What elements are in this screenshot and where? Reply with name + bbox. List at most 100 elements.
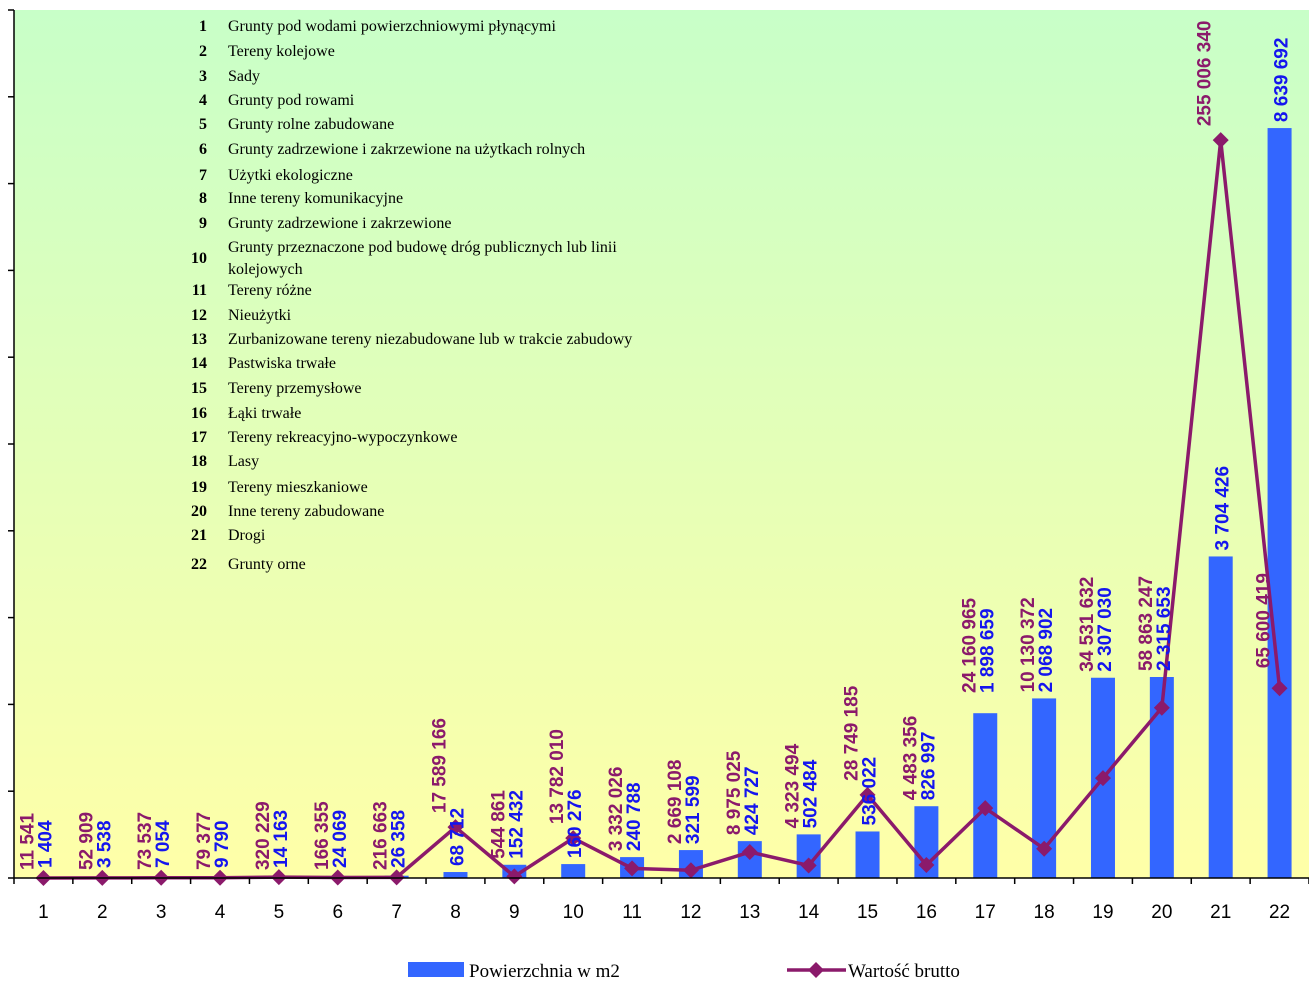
key-text: Sady [228, 68, 260, 85]
x-tick-label: 9 [509, 902, 520, 923]
key-number: 15 [191, 380, 207, 397]
bar-data-label: 7 054 [153, 820, 174, 868]
bar-series [31, 128, 1292, 879]
x-tick-label: 4 [215, 902, 226, 923]
line-data-label: 544 861 [488, 790, 509, 859]
key-number: 12 [191, 307, 207, 324]
key-number: 9 [199, 215, 207, 232]
key-text: Tereny rekreacyjno-wypoczynkowe [228, 429, 457, 446]
x-tick-label: 10 [563, 902, 584, 923]
bar-data-label: 2 068 902 [1036, 608, 1057, 693]
x-tick-label: 19 [1092, 902, 1113, 923]
line-data-label: 79 377 [194, 812, 215, 870]
key-text: Grunty rolne zabudowane [228, 116, 394, 133]
line-marker [1271, 680, 1288, 697]
bar-data-label: 24 069 [330, 810, 351, 868]
line-marker [624, 860, 641, 877]
x-tick-label: 14 [798, 902, 820, 923]
bar-data-label: 2 315 653 [1154, 586, 1175, 671]
line-marker [741, 844, 758, 861]
line-marker [506, 868, 523, 885]
bar-data-label: 502 484 [801, 759, 822, 828]
key-number: 18 [191, 453, 207, 470]
bar-data-label: 3 704 426 [1213, 466, 1234, 551]
line-data-label: 65 600 419 [1254, 573, 1275, 668]
key-number: 16 [191, 405, 207, 422]
line-marker [859, 786, 876, 803]
x-tick-label: 2 [97, 902, 108, 923]
key-text: Inne tereny komunikacyjne [228, 190, 403, 207]
bar [973, 713, 998, 878]
bar-data-label: 68 712 [447, 808, 468, 866]
line-data-label: 13 782 010 [547, 729, 568, 824]
line-marker [918, 857, 935, 874]
x-tick-label: 1 [38, 902, 49, 923]
bar [855, 831, 880, 878]
x-tick-label: 20 [1151, 902, 1172, 923]
key-number: 3 [199, 68, 207, 85]
key-text: Zurbanizowane tereny niezabudowane lub w… [228, 331, 632, 348]
bar-data-label: 1 898 659 [977, 608, 998, 693]
line-data-labels: 11 541 52 909 73 537 79 377 320 229 166 355 21… [17, 21, 1274, 870]
key-number: 20 [191, 503, 207, 520]
key-number: 17 [191, 429, 207, 446]
x-tick-label: 3 [156, 902, 167, 923]
bar-data-label: 424 727 [742, 766, 763, 835]
line-data-label: 2 669 108 [665, 760, 686, 845]
key-number: 8 [199, 190, 207, 207]
line-marker [977, 800, 994, 817]
bar [1208, 556, 1233, 878]
line-marker [800, 857, 817, 874]
line-marker [565, 830, 582, 847]
line-data-label: 255 006 340 [1195, 21, 1216, 127]
line-marker [1094, 770, 1111, 787]
key-number: 6 [199, 141, 207, 158]
bar [561, 864, 586, 878]
key-number: 22 [191, 556, 207, 573]
key-number: 2 [199, 43, 207, 60]
line-data-label: 166 355 [312, 801, 333, 870]
bar-data-label: 160 276 [565, 789, 586, 858]
key-text: kolejowych [228, 261, 303, 278]
x-tick-label: 12 [680, 902, 701, 923]
x-tick-label: 5 [274, 902, 285, 923]
x-tick-label: 11 [622, 902, 642, 923]
key-text: Lasy [228, 453, 259, 470]
bar-data-label: 826 997 [918, 732, 939, 801]
line-data-label: 24 160 965 [959, 597, 980, 693]
x-tick-label: 16 [916, 902, 937, 923]
line-data-label: 28 749 185 [842, 685, 863, 781]
bar-data-label: 26 358 [389, 810, 410, 868]
line-data-label: 34 531 632 [1077, 577, 1098, 672]
key-number: 13 [191, 331, 207, 348]
x-tick-label: 21 [1210, 902, 1231, 923]
line-marker [447, 819, 464, 836]
bar-data-label: 240 788 [624, 782, 645, 851]
bar-data-label: 2 307 030 [1095, 587, 1116, 672]
line-marker [1212, 132, 1229, 149]
line-marker [1153, 699, 1170, 716]
line-data-label: 216 663 [371, 801, 392, 870]
line-marker [682, 862, 699, 879]
y-axis [8, 9, 15, 879]
key-text: Nieużytki [228, 307, 292, 324]
line-data-label: 4 483 356 [900, 716, 921, 801]
key-text: Tereny różne [228, 282, 312, 299]
x-axis: 1 2 3 4 5 6 7 8 9 10 11 12 13 14 15 16 17 18 19 20 21 22 [13, 877, 1309, 923]
bar [443, 872, 468, 878]
line-data-label: 3 332 026 [606, 767, 627, 852]
key-text: Grunty pod rowami [228, 92, 355, 109]
line-data-label: 58 863 247 [1136, 576, 1157, 671]
legend-line-label: Wartość brutto [848, 961, 960, 982]
x-tick-label: 13 [739, 902, 760, 923]
key-number: 4 [199, 92, 207, 109]
line-data-label: 17 589 166 [429, 718, 450, 813]
bar-data-label: 1 404 [35, 820, 56, 868]
x-tick-label: 7 [391, 902, 402, 923]
x-tick-label: 17 [975, 902, 996, 923]
line-data-label: 8 975 025 [724, 750, 745, 835]
key-number: 11 [192, 282, 207, 299]
x-tick-label: 15 [857, 902, 878, 923]
bar-data-label: 8 639 692 [1272, 38, 1293, 123]
